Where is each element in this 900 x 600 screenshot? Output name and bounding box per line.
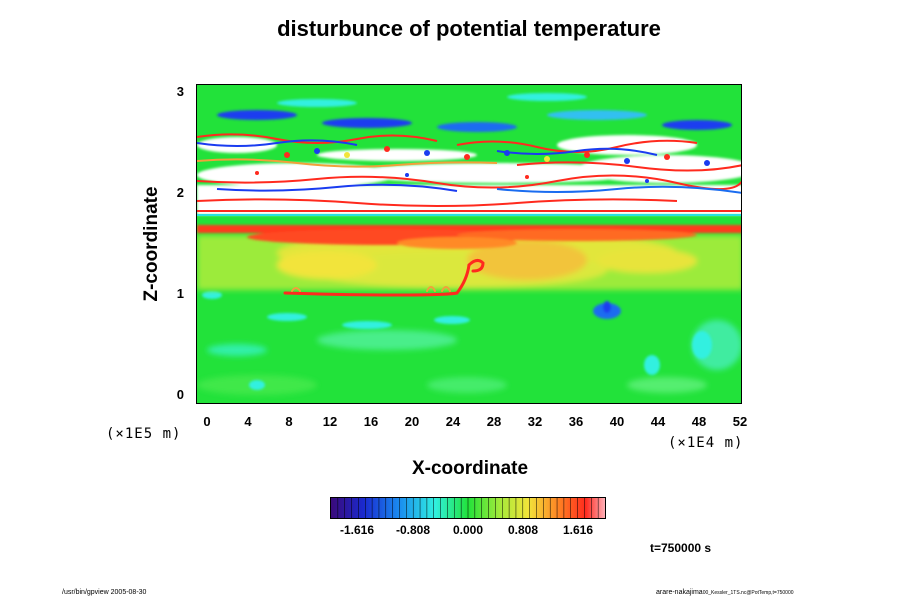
x-tick-label: 12: [323, 414, 337, 429]
upper-waves: [197, 133, 741, 216]
x-tick-label: 48: [692, 414, 706, 429]
x-tick-label: 28: [487, 414, 501, 429]
colorbar-gradient: [331, 498, 605, 518]
colorbar-tick-label: -1.616: [339, 523, 375, 537]
top-ripples: [217, 93, 732, 132]
x-tick-label: 40: [610, 414, 624, 429]
y-axis-label: Z-coordinate: [141, 186, 162, 302]
y-tick-label: 0: [177, 387, 184, 402]
plot-area: [196, 84, 742, 404]
colorbar-tick-label: 0.808: [507, 523, 539, 537]
colorbar-tick-label: 1.616: [562, 523, 594, 537]
colorbar: [330, 497, 606, 519]
footer-author: arare-nakajima: [656, 589, 703, 596]
footer-file: 00_Kessler_1TS.nc@PotTemp,t=750000: [702, 590, 794, 596]
x-scale-note: (×1E4 m): [668, 435, 744, 451]
x-tick-label: 16: [364, 414, 378, 429]
x-axis-label: X-coordinate: [411, 458, 529, 479]
inversion-line: [283, 258, 485, 297]
y-tick-label: 1: [177, 286, 184, 301]
y-tick-label: 2: [177, 185, 184, 200]
x-tick-label: 32: [528, 414, 542, 429]
x-tick-label: 0: [203, 414, 210, 429]
negative-patches: [202, 291, 712, 390]
footer-source: arare-nakajima00_Kessler_1TS.nc@PotTemp,…: [656, 589, 794, 596]
x-tick-label: 20: [405, 414, 419, 429]
heatmap-field: [197, 85, 741, 403]
time-annotation: t=750000 s: [650, 541, 712, 555]
colorbar-tick-label: 0.000: [452, 523, 484, 537]
x-tick-label: 36: [569, 414, 583, 429]
x-tick-label: 8: [285, 414, 292, 429]
red-band: [197, 225, 741, 249]
x-tick-label: 44: [651, 414, 666, 429]
footer-command: /usr/bin/gpview 2005-08-30: [62, 589, 147, 596]
x-tick-label: 4: [244, 414, 252, 429]
colorbar-tick-label: -0.808: [395, 523, 431, 537]
upper-dots: [255, 146, 710, 183]
y-tick-label: 3: [177, 84, 184, 99]
x-tick-label: 24: [446, 414, 461, 429]
z-scale-note: (×1E5 m): [106, 426, 182, 442]
chart-title: disturbunce of potential temperature: [277, 16, 661, 41]
x-tick-label: 52: [733, 414, 747, 429]
